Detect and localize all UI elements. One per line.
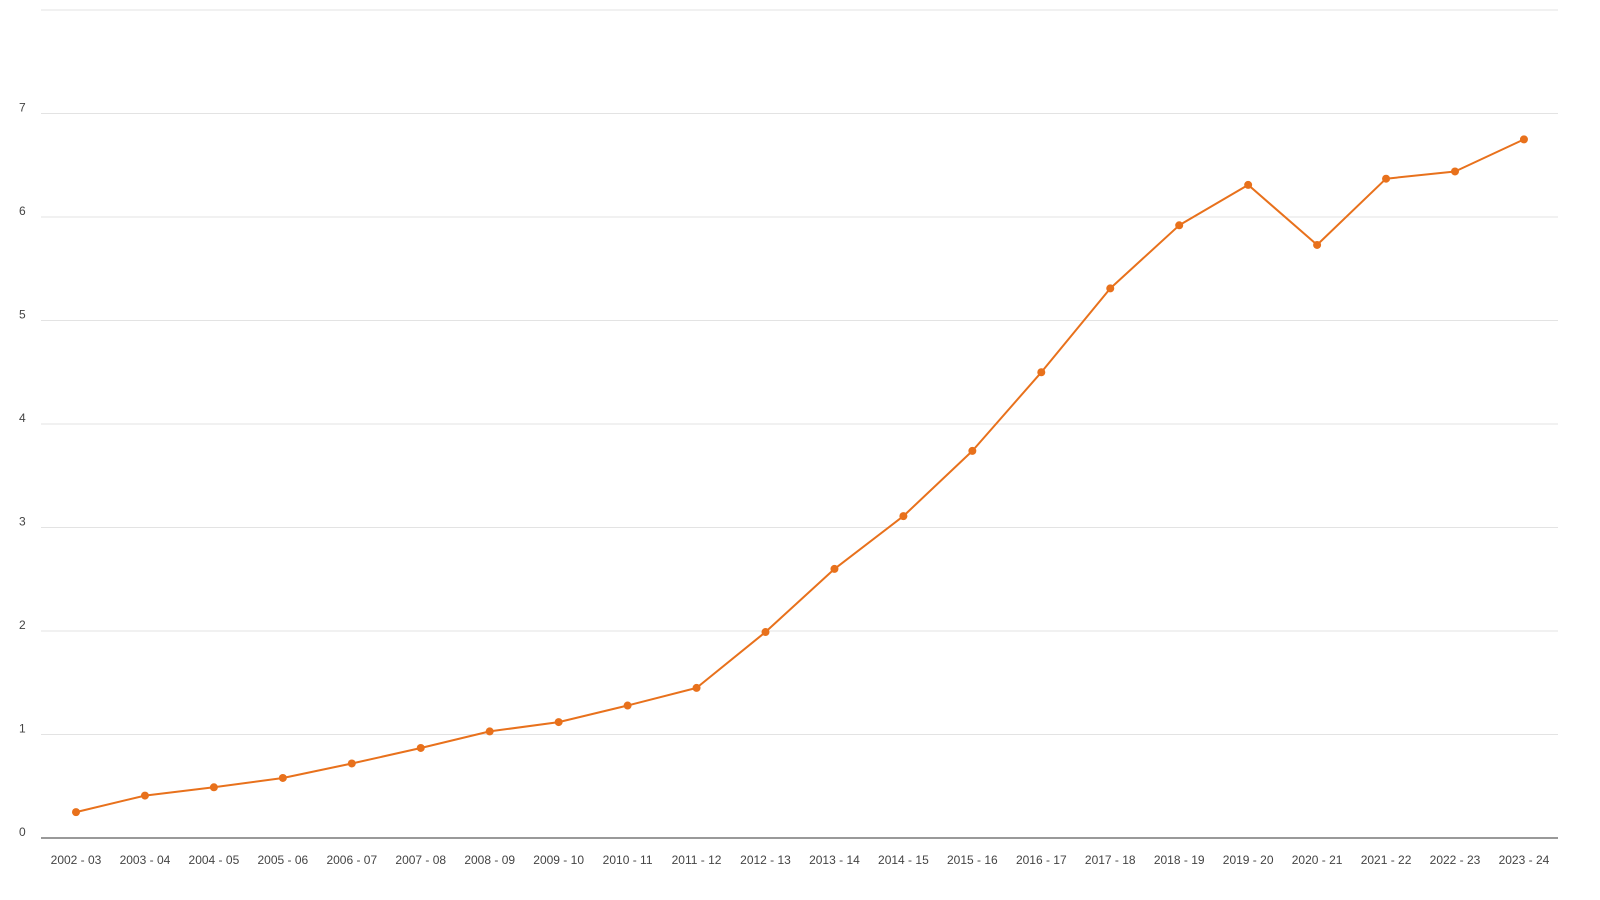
y-tick-label: 7 — [19, 101, 26, 115]
y-tick-label: 4 — [19, 411, 26, 425]
x-tick-label: 2010 - 11 — [603, 853, 653, 867]
data-point[interactable] — [968, 446, 977, 455]
x-tick-label: 2018 - 19 — [1154, 853, 1205, 867]
x-tick-label: 2021 - 22 — [1361, 853, 1412, 867]
data-point[interactable] — [72, 808, 80, 817]
x-tick-label: 2020 - 21 — [1292, 853, 1343, 867]
series-line — [75, 138, 1525, 814]
data-point[interactable] — [416, 743, 425, 752]
data-point[interactable] — [1037, 368, 1046, 377]
data-point[interactable] — [899, 512, 908, 521]
data-point[interactable] — [623, 701, 632, 710]
data-point[interactable] — [140, 791, 149, 800]
series-layer — [72, 135, 1528, 817]
x-tick-label: 2002 - 03 — [51, 853, 102, 867]
x-tick-label: 2005 - 06 — [257, 853, 308, 867]
data-point[interactable] — [209, 783, 218, 792]
data-point[interactable] — [1313, 240, 1322, 249]
x-tick-label: 2012 - 13 — [740, 853, 791, 867]
x-axis-tick-labels: 2002 - 03 2003 - 04 2004 - 05 2005 - 06 2006… — [51, 853, 1550, 867]
x-tick-label: 2014 - 15 — [878, 853, 929, 867]
data-point[interactable] — [761, 628, 770, 637]
x-tick-label: 2015 - 16 — [947, 853, 998, 867]
data-point[interactable] — [1244, 180, 1253, 189]
data-point[interactable] — [485, 727, 494, 736]
x-tick-label: 2022 - 23 — [1430, 853, 1481, 867]
y-axis-tick-labels: 0 1 2 3 4 5 6 7 — [19, 101, 26, 840]
y-tick-label: 5 — [19, 308, 26, 322]
x-tick-label: 2023 - 24 — [1499, 853, 1550, 867]
x-tick-label: 2009 - 10 — [533, 853, 584, 867]
y-tick-label: 0 — [19, 825, 26, 839]
y-tick-label: 1 — [19, 722, 26, 736]
data-point[interactable] — [278, 773, 287, 782]
y-tick-label: 3 — [19, 515, 26, 529]
x-tick-label: 2011 - 12 — [672, 853, 722, 867]
data-point[interactable] — [1106, 284, 1115, 293]
x-tick-label: 2007 - 08 — [395, 853, 446, 867]
x-tick-label: 2004 - 05 — [189, 853, 240, 867]
data-point[interactable] — [1382, 174, 1391, 183]
x-tick-label: 2016 - 17 — [1016, 853, 1067, 867]
data-point[interactable] — [554, 718, 563, 727]
x-tick-label: 2008 - 09 — [464, 853, 515, 867]
x-tick-label: 2013 - 14 — [809, 853, 860, 867]
data-point[interactable] — [830, 564, 839, 573]
data-point[interactable] — [1451, 167, 1459, 176]
x-tick-label: 2017 - 18 — [1085, 853, 1136, 867]
data-point[interactable] — [692, 683, 701, 692]
data-point[interactable] — [347, 759, 356, 768]
y-tick-label: 6 — [19, 204, 26, 218]
y-tick-label: 2 — [19, 618, 26, 632]
gridlines — [41, 9, 1558, 839]
x-tick-label: 2019 - 20 — [1223, 853, 1274, 867]
data-point[interactable] — [1519, 135, 1528, 144]
data-point[interactable] — [1175, 221, 1184, 230]
x-tick-label: 2003 - 04 — [120, 853, 171, 867]
x-tick-label: 2006 - 07 — [326, 853, 377, 867]
